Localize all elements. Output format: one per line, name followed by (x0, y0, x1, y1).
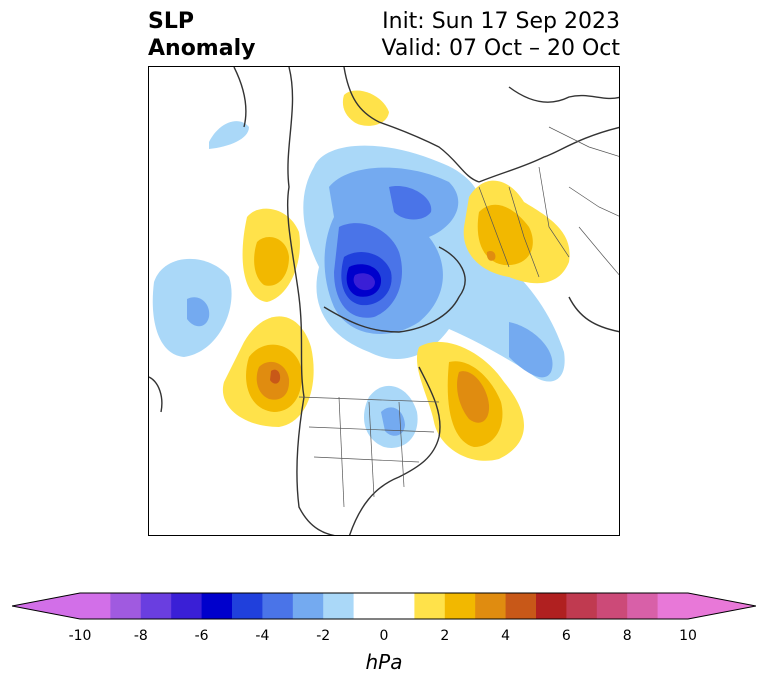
colorbar-segment (627, 593, 659, 619)
colorbar-segment (657, 593, 689, 619)
colorbar-tick-label: 10 (679, 628, 697, 644)
positive-anomaly-alaska (242, 208, 300, 302)
chart-title: SLP Anomaly (148, 8, 255, 62)
colorbar-segment (140, 593, 172, 619)
colorbar-segment (171, 593, 203, 619)
colorbar-segment (292, 593, 324, 619)
negative-anomaly-arctic (303, 145, 565, 382)
colorbar-segment (596, 593, 628, 619)
positive-anomaly-scandinavia (342, 90, 389, 126)
colorbar-tick-label: -10 (68, 628, 92, 644)
colorbar-segment (323, 593, 355, 619)
coastlines (149, 67, 619, 535)
colorbar-tick-label: 8 (622, 628, 632, 644)
colorbar-tick-label: 0 (379, 628, 389, 644)
colorbar-over-arrow (688, 593, 756, 619)
colorbar-segment (353, 593, 415, 619)
colorbar-segment (475, 593, 507, 619)
colorbar-segment (201, 593, 233, 619)
colorbar-unit-label: hPa (365, 650, 403, 674)
colorbar-tick-label: -4 (255, 628, 270, 644)
colorbar-segment (232, 593, 263, 619)
country-borders (298, 126, 619, 508)
colorbar-segments (80, 593, 689, 619)
colorbar-tick-label: 2 (440, 628, 450, 644)
title-line-2: Anomaly (148, 36, 256, 61)
negative-anomaly-pacific (152, 121, 249, 357)
colorbar-tick-label: 4 (501, 628, 511, 644)
colorbar-under-arrow (12, 593, 80, 619)
colorbar-segment (110, 593, 142, 619)
colorbar-tick-label: 6 (561, 628, 571, 644)
positive-anomaly-ne-pacific (222, 316, 314, 427)
valid-period: Init: Sun 17 Sep 2023 Valid: 07 Oct – 20… (382, 8, 620, 62)
colorbar (12, 592, 756, 620)
anomaly-map (149, 67, 619, 535)
title-line-1: SLP (148, 9, 194, 34)
colorbar-segment (444, 593, 476, 619)
colorbar-segment (566, 593, 598, 619)
colorbar-outline (12, 592, 756, 620)
map-panel (148, 66, 620, 536)
positive-anomaly-atlantic (416, 341, 524, 461)
colorbar-segment (262, 593, 294, 619)
negative-anomaly-north-america (364, 385, 418, 448)
colorbar-segment (80, 593, 111, 619)
colorbar-segment (414, 593, 446, 619)
colorbar-tick-label: -2 (316, 628, 331, 644)
colorbar-segment (536, 593, 567, 619)
colorbar-tick-label: -6 (194, 628, 209, 644)
colorbar-segment (505, 593, 537, 619)
colorbar-tick-label: -8 (133, 628, 148, 644)
valid-range: Valid: 07 Oct – 20 Oct (381, 36, 620, 61)
init-date: Init: Sun 17 Sep 2023 (382, 9, 620, 34)
